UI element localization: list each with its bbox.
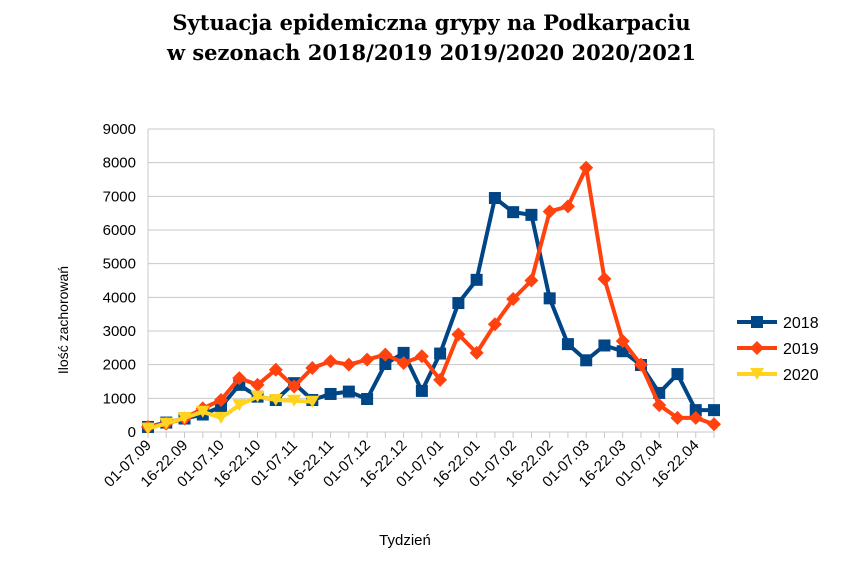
data-point-2019 bbox=[305, 361, 320, 376]
data-point-2019 bbox=[287, 379, 302, 394]
data-point-2020 bbox=[141, 422, 155, 435]
data-point-2019 bbox=[579, 160, 594, 175]
data-point-2019 bbox=[688, 410, 703, 425]
y-tick-label: 9000 bbox=[103, 121, 136, 138]
legend-label-2019: 2019 bbox=[783, 341, 819, 358]
data-point-2019 bbox=[323, 354, 338, 369]
data-point-2020 bbox=[287, 394, 302, 407]
data-point-2018 bbox=[415, 384, 428, 397]
data-point-2019 bbox=[542, 204, 557, 219]
data-point-2020 bbox=[195, 405, 210, 418]
y-tick-label: 2000 bbox=[103, 357, 136, 374]
data-point-2020 bbox=[268, 394, 283, 407]
data-point-2018 bbox=[470, 273, 483, 286]
y-tick-label: 6000 bbox=[103, 222, 136, 239]
data-point-2018 bbox=[397, 346, 410, 359]
data-point-2019 bbox=[451, 327, 466, 342]
data-point-2019 bbox=[214, 393, 229, 408]
data-point-2018 bbox=[507, 206, 520, 219]
data-point-2018 bbox=[452, 297, 465, 310]
x-axis-label: Tydzień bbox=[379, 532, 431, 549]
data-point-2019 bbox=[396, 355, 411, 370]
y-axis-label: Ilość zachorowań bbox=[55, 266, 71, 374]
data-point-2018 bbox=[708, 404, 720, 417]
series-line-2020 bbox=[147, 394, 313, 431]
data-point-2019 bbox=[232, 371, 247, 386]
y-tick-label: 7000 bbox=[103, 188, 136, 205]
data-point-2019 bbox=[360, 352, 375, 367]
data-point-2019 bbox=[250, 377, 265, 392]
y-tick-label: 8000 bbox=[103, 155, 136, 172]
data-point-2018 bbox=[361, 393, 374, 406]
y-tick-label: 3000 bbox=[103, 323, 136, 340]
y-tick-label: 1000 bbox=[103, 390, 136, 407]
data-point-2019 bbox=[487, 317, 502, 332]
data-point-2020 bbox=[305, 395, 320, 408]
chart-title-line2: w sezonach 2018/2019 2019/2020 2020/2021 bbox=[166, 40, 697, 65]
data-point-2019 bbox=[268, 362, 283, 377]
legend-label-2018: 2018 bbox=[783, 315, 819, 332]
data-point-2020 bbox=[214, 411, 229, 424]
legend-label-2020: 2020 bbox=[783, 367, 819, 384]
data-point-2018 bbox=[324, 387, 337, 400]
data-point-2019 bbox=[750, 341, 764, 355]
data-point-2019 bbox=[433, 372, 448, 387]
data-point-2019 bbox=[560, 199, 575, 214]
y-tick-label: 0 bbox=[128, 424, 136, 441]
data-point-2020 bbox=[159, 417, 174, 430]
data-point-2019 bbox=[633, 357, 648, 372]
data-point-2018 bbox=[598, 339, 611, 352]
data-point-2019 bbox=[652, 398, 667, 413]
data-point-2020 bbox=[250, 390, 265, 403]
data-point-2018 bbox=[525, 208, 538, 221]
data-point-2018 bbox=[379, 357, 392, 370]
data-point-2019 bbox=[469, 345, 484, 360]
data-point-2019 bbox=[341, 357, 356, 372]
data-point-2018 bbox=[342, 385, 355, 398]
y-tick-label: 5000 bbox=[103, 256, 136, 273]
data-point-2018 bbox=[543, 292, 556, 305]
data-point-2018 bbox=[689, 404, 702, 417]
data-point-2018 bbox=[751, 316, 763, 328]
data-point-2019 bbox=[597, 271, 612, 286]
data-point-2019 bbox=[506, 292, 521, 307]
data-point-2018 bbox=[561, 338, 574, 351]
data-point-2020 bbox=[750, 368, 764, 380]
data-point-2019 bbox=[615, 334, 630, 349]
data-point-2018 bbox=[488, 192, 501, 205]
data-point-2020 bbox=[177, 411, 192, 424]
data-point-2019 bbox=[378, 347, 393, 362]
data-point-2018 bbox=[434, 347, 447, 360]
data-point-2018 bbox=[580, 354, 593, 367]
y-tick-label: 4000 bbox=[103, 289, 136, 306]
series-line-2018 bbox=[147, 196, 714, 429]
chart-title-line1: Sytuacja epidemiczna grypy na Podkarpaci… bbox=[172, 10, 691, 35]
data-point-2020 bbox=[232, 399, 247, 412]
data-point-2018 bbox=[671, 368, 684, 381]
data-point-2019 bbox=[670, 410, 685, 425]
data-point-2019 bbox=[524, 273, 539, 288]
data-point-2019 bbox=[707, 417, 721, 432]
data-point-2019 bbox=[414, 349, 429, 364]
